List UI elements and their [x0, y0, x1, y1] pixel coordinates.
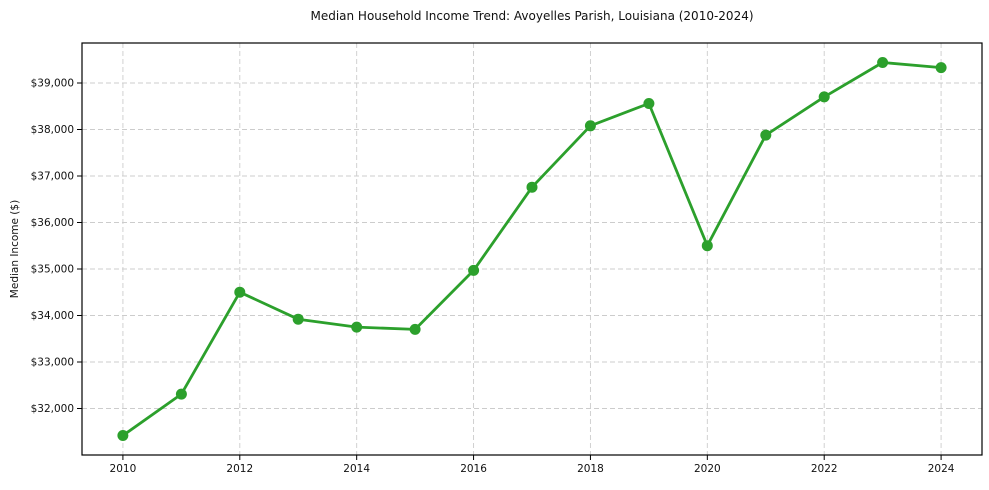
data-point — [234, 286, 246, 298]
data-line — [121, 61, 943, 437]
x-tick-label: 2018 — [577, 463, 604, 475]
data-point — [818, 91, 830, 103]
y-tick-label: $36,000 — [31, 217, 74, 229]
y-tick-label: $38,000 — [31, 124, 74, 136]
data-point — [468, 264, 480, 276]
x-tick-label: 2020 — [694, 463, 721, 475]
x-tick-label: 2024 — [928, 463, 955, 475]
data-point — [935, 62, 947, 74]
data-point — [292, 313, 304, 325]
data-point — [643, 98, 655, 109]
chart-title: Median Household Income Trend: Avoyelles… — [310, 9, 754, 23]
y-tick-label: $32,000 — [31, 403, 74, 415]
x-tick-label: 2022 — [811, 463, 838, 475]
data-point — [877, 57, 889, 68]
data-point — [117, 430, 129, 441]
y-tick-label: $35,000 — [31, 263, 74, 275]
x-tick-label: 2014 — [343, 463, 370, 475]
data-point — [175, 388, 187, 400]
data-point — [584, 120, 596, 132]
data-point — [526, 181, 538, 193]
data-point — [760, 129, 772, 141]
x-tick-label: 2012 — [226, 463, 253, 475]
plot-frame — [81, 42, 983, 456]
y-tick-label: $34,000 — [31, 310, 74, 322]
data-point — [409, 323, 421, 335]
y-tick-label: $37,000 — [31, 170, 74, 182]
y-tick-label: $33,000 — [31, 356, 74, 368]
y-tick-label: $39,000 — [31, 77, 74, 89]
data-point — [701, 240, 713, 252]
x-tick-label: 2010 — [110, 463, 137, 475]
x-tick-label: 2016 — [460, 463, 487, 475]
data-point — [351, 321, 363, 333]
